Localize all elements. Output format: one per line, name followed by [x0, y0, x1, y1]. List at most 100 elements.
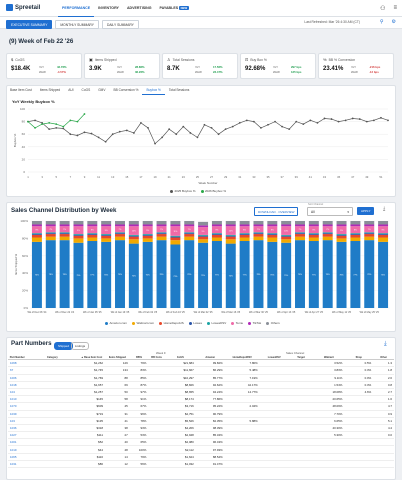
kpi-card[interactable]: % BB % Conversion 23.41% YoY WoW -216 bps -12 …: [318, 53, 394, 79]
metric-tab[interactable]: GMV: [98, 88, 106, 92]
part-number-link[interactable]: 1010: [8, 395, 27, 404]
bar-segment[interactable]: [225, 226, 236, 235]
bar-segment[interactable]: [225, 221, 236, 225]
data-point[interactable]: [168, 128, 171, 131]
data-point[interactable]: [83, 113, 86, 115]
part-number-link[interactable]: 67: [8, 366, 27, 375]
data-point[interactable]: [118, 130, 121, 133]
bar-segment[interactable]: [115, 232, 125, 234]
data-point[interactable]: [161, 136, 164, 139]
filter-icon[interactable]: ⚲: [379, 19, 384, 25]
data-point[interactable]: [175, 133, 178, 136]
menu-icon[interactable]: ≡: [393, 5, 397, 11]
data-point[interactable]: [302, 123, 305, 126]
bar-segment[interactable]: [87, 221, 98, 225]
kpi-card[interactable]: ▣ Items Shipped 3.9K YoY WoW 28.86% 36.26%: [84, 53, 160, 79]
bar-segment[interactable]: [115, 233, 125, 235]
bar-segment[interactable]: [267, 221, 278, 225]
bar-segment[interactable]: [211, 234, 222, 238]
data-point[interactable]: [309, 119, 312, 122]
bar-segment[interactable]: [336, 226, 347, 235]
bar-segment[interactable]: [198, 225, 209, 228]
part-number-link[interactable]: 1036: [8, 424, 27, 433]
bar-segment[interactable]: [198, 242, 209, 308]
bar-segment[interactable]: [295, 236, 305, 241]
data-point[interactable]: [288, 128, 291, 131]
bar-segment[interactable]: [73, 235, 84, 239]
settings-icon[interactable]: ⚙: [391, 19, 396, 25]
bar-segment[interactable]: [142, 221, 153, 225]
bar-segment[interactable]: [115, 236, 125, 241]
bar-segment[interactable]: [170, 244, 181, 308]
data-point[interactable]: [337, 120, 340, 123]
bar-segment[interactable]: [378, 237, 389, 242]
bar-segment[interactable]: [225, 243, 236, 308]
column-header[interactable]: Shop: [344, 355, 374, 361]
bar-segment[interactable]: [45, 240, 56, 308]
bar-segment[interactable]: [128, 221, 139, 225]
data-point[interactable]: [62, 125, 65, 128]
bar-segment[interactable]: [308, 221, 319, 225]
bar-segment[interactable]: [184, 234, 195, 237]
bar-segment[interactable]: [322, 236, 333, 241]
data-point[interactable]: [48, 128, 51, 131]
bar-segment[interactable]: [253, 234, 264, 237]
bar-segment[interactable]: [253, 240, 264, 308]
data-point[interactable]: [344, 119, 347, 122]
data-point[interactable]: [365, 120, 368, 123]
nav-inventory[interactable]: INVENTORY: [94, 0, 123, 17]
bar-segment[interactable]: [115, 221, 125, 225]
bar-segment[interactable]: [350, 237, 361, 242]
bar-segment[interactable]: [336, 234, 347, 236]
bar-segment[interactable]: [239, 224, 250, 227]
bar-segment[interactable]: [128, 235, 139, 237]
toggle-listings[interactable]: Listings: [71, 342, 90, 350]
bar-segment[interactable]: [101, 241, 112, 308]
bar-segment[interactable]: [322, 240, 333, 308]
bar-segment[interactable]: [378, 234, 389, 238]
bar-segment[interactable]: [87, 226, 98, 234]
bar-segment[interactable]: [59, 236, 70, 241]
download-parts-icon[interactable]: ⤓: [384, 341, 387, 347]
bar-segment[interactable]: [59, 221, 70, 225]
data-point[interactable]: [217, 133, 220, 136]
bar-segment[interactable]: [225, 234, 236, 236]
data-point[interactable]: [380, 116, 382, 119]
data-point[interactable]: [55, 127, 58, 129]
bar-segment[interactable]: [198, 235, 209, 237]
bar-segment[interactable]: [322, 233, 333, 235]
bar-segment[interactable]: [45, 234, 56, 237]
data-point[interactable]: [27, 120, 29, 123]
bar-segment[interactable]: [281, 226, 292, 235]
bar-segment[interactable]: [253, 232, 264, 234]
nav-performance[interactable]: PERFORMANCE: [58, 0, 95, 17]
bar-segment[interactable]: [364, 234, 375, 237]
bar-segment[interactable]: [87, 233, 98, 235]
metric-tab[interactable]: CoGS: [81, 88, 91, 92]
data-point[interactable]: [69, 133, 72, 136]
bar-segment[interactable]: [170, 235, 181, 237]
bar-segment[interactable]: [128, 234, 139, 236]
bar-segment[interactable]: [142, 241, 153, 308]
bar-segment[interactable]: [211, 234, 222, 235]
bar-segment[interactable]: [350, 234, 361, 238]
kpi-card[interactable]: ⊡ Buy Box % 92.68% YoY WoW 297 bps 125 bps: [240, 53, 316, 79]
table-row[interactable]: 1039 $719 31 96% $2,751 90.79% 7.70% 0.9: [8, 410, 394, 418]
bar-segment[interactable]: [184, 233, 195, 235]
bar-segment[interactable]: [308, 234, 319, 235]
bar-segment[interactable]: [170, 237, 181, 241]
table-row[interactable]: 67 $1,745 134 83% $11,667 86.29% 5.48% 3.83% 0.3…: [8, 366, 394, 375]
data-point[interactable]: [260, 127, 262, 129]
data-point[interactable]: [210, 127, 213, 129]
bar-segment[interactable]: [156, 240, 167, 308]
data-point[interactable]: [252, 120, 255, 123]
data-point[interactable]: [111, 133, 114, 136]
bar-segment[interactable]: [59, 232, 70, 234]
bar-segment[interactable]: [295, 221, 305, 225]
data-point[interactable]: [387, 119, 389, 122]
column-header[interactable]: CoGS: [164, 355, 196, 361]
part-number-link[interactable]: 104: [8, 388, 27, 397]
bar-segment[interactable]: [184, 232, 195, 234]
bar-segment[interactable]: [295, 234, 305, 237]
bar-segment[interactable]: [31, 233, 42, 235]
